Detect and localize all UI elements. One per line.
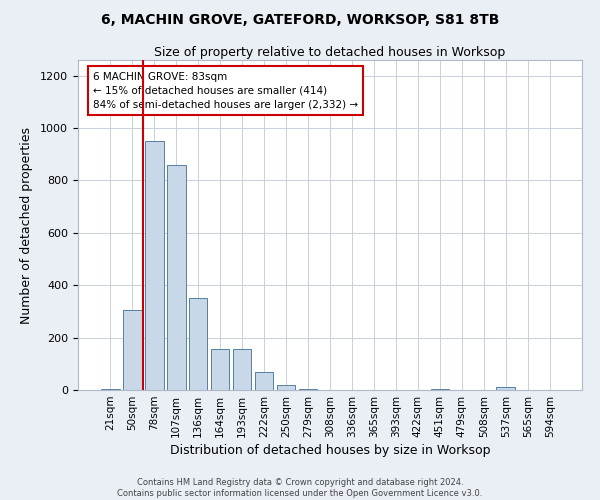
- Bar: [431, 388, 449, 390]
- Bar: [496, 388, 515, 390]
- Title: Size of property relative to detached houses in Worksop: Size of property relative to detached ho…: [154, 46, 506, 59]
- Bar: [233, 350, 251, 390]
- Bar: [277, 385, 295, 390]
- Bar: [189, 298, 208, 390]
- Bar: [167, 165, 185, 390]
- Text: Contains HM Land Registry data © Crown copyright and database right 2024.
Contai: Contains HM Land Registry data © Crown c…: [118, 478, 482, 498]
- Text: 6 MACHIN GROVE: 83sqm
← 15% of detached houses are smaller (414)
84% of semi-det: 6 MACHIN GROVE: 83sqm ← 15% of detached …: [93, 72, 358, 110]
- X-axis label: Distribution of detached houses by size in Worksop: Distribution of detached houses by size …: [170, 444, 490, 457]
- Text: 6, MACHIN GROVE, GATEFORD, WORKSOP, S81 8TB: 6, MACHIN GROVE, GATEFORD, WORKSOP, S81 …: [101, 12, 499, 26]
- Bar: [123, 310, 142, 390]
- Bar: [211, 350, 229, 390]
- Bar: [101, 388, 119, 390]
- Y-axis label: Number of detached properties: Number of detached properties: [20, 126, 33, 324]
- Bar: [145, 141, 164, 390]
- Bar: [255, 372, 274, 390]
